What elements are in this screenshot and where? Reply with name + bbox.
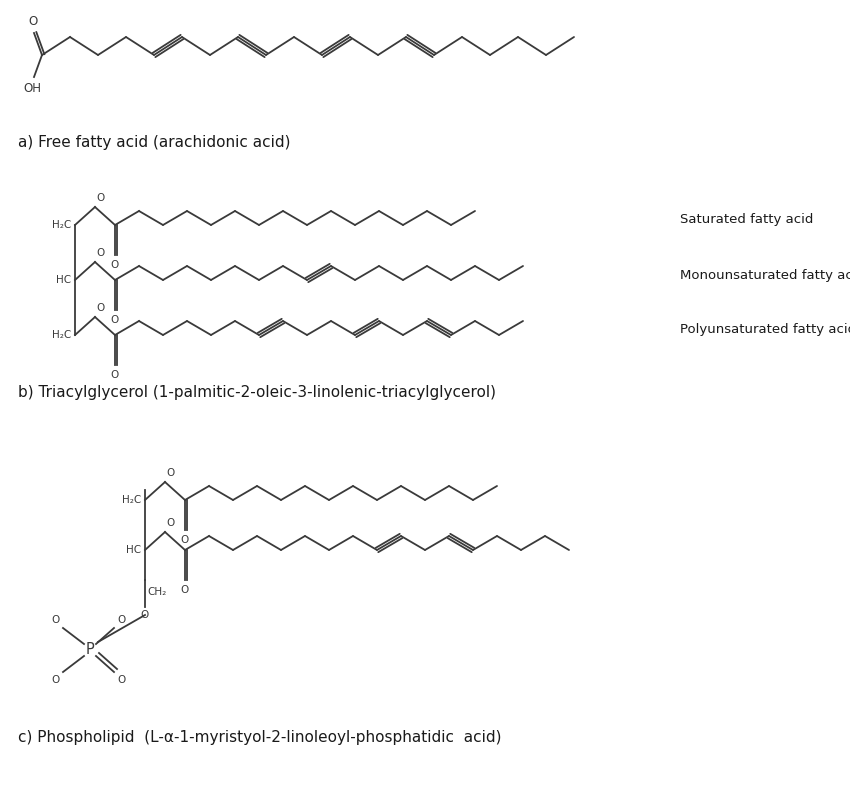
Text: O: O — [117, 675, 125, 685]
Text: O: O — [110, 315, 119, 325]
Text: O: O — [28, 15, 37, 28]
Text: O: O — [117, 615, 125, 625]
Text: O: O — [96, 303, 105, 313]
Text: O: O — [110, 370, 119, 380]
Text: P: P — [86, 642, 94, 658]
Text: Saturated fatty acid: Saturated fatty acid — [680, 214, 813, 226]
Text: O: O — [96, 193, 105, 203]
Text: O: O — [52, 675, 60, 685]
Text: H₂C: H₂C — [122, 495, 141, 505]
Text: Polyunsaturated fatty acid: Polyunsaturated fatty acid — [680, 324, 850, 336]
Text: HC: HC — [126, 545, 141, 555]
Text: O: O — [96, 248, 105, 258]
Text: O: O — [52, 615, 60, 625]
Text: H₂C: H₂C — [52, 330, 71, 340]
Text: b) Triacylglycerol (1-palmitic-2-oleic-3-linolenic-triacylglycerol): b) Triacylglycerol (1-palmitic-2-oleic-3… — [18, 385, 496, 400]
Text: O: O — [110, 260, 119, 270]
Text: O: O — [166, 518, 174, 528]
Text: c) Phospholipid  (L-α-1-myristyol-2-linoleoyl-phosphatidic  acid): c) Phospholipid (L-α-1-myristyol-2-linol… — [18, 730, 502, 745]
Text: Monounsaturated fatty acid: Monounsaturated fatty acid — [680, 269, 850, 281]
Text: O: O — [141, 610, 149, 620]
Text: CH₂: CH₂ — [147, 587, 167, 597]
Text: HC: HC — [56, 275, 71, 285]
Text: O: O — [181, 585, 189, 595]
Text: H₂C: H₂C — [52, 220, 71, 230]
Text: a) Free fatty acid (arachidonic acid): a) Free fatty acid (arachidonic acid) — [18, 135, 291, 150]
Text: O: O — [166, 468, 174, 478]
Text: OH: OH — [23, 82, 41, 95]
Text: O: O — [181, 535, 189, 545]
